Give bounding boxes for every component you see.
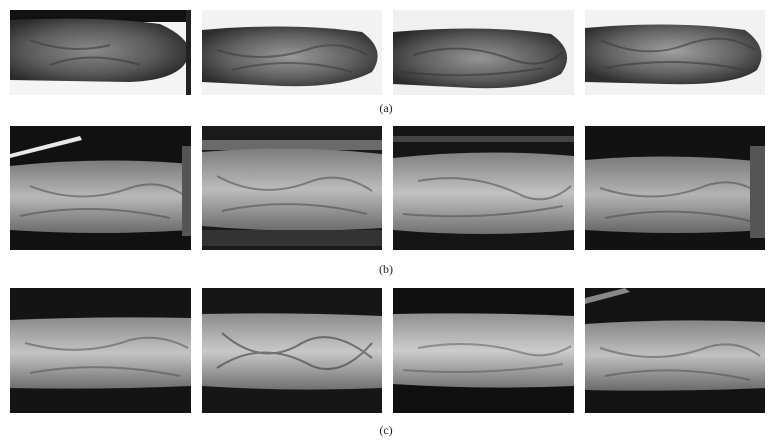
row-c-image-3 <box>393 288 574 413</box>
row-a-image-4 <box>585 10 765 95</box>
row-a-image-2 <box>202 10 382 95</box>
row-a-image-3 <box>393 10 574 95</box>
row-b-image-1 <box>10 126 191 250</box>
row-c-image-1 <box>10 288 191 413</box>
row-b-image-4 <box>585 126 765 250</box>
row-b-image-3 <box>393 126 574 250</box>
caption-c: (c) <box>379 423 393 437</box>
caption-b: (b) <box>379 262 393 276</box>
row-a-image-1 <box>10 10 191 95</box>
row-c-image-4 <box>585 288 765 413</box>
caption-a: (a) <box>379 101 393 115</box>
row-c-image-2 <box>202 288 382 413</box>
row-b-image-2 <box>202 126 382 250</box>
